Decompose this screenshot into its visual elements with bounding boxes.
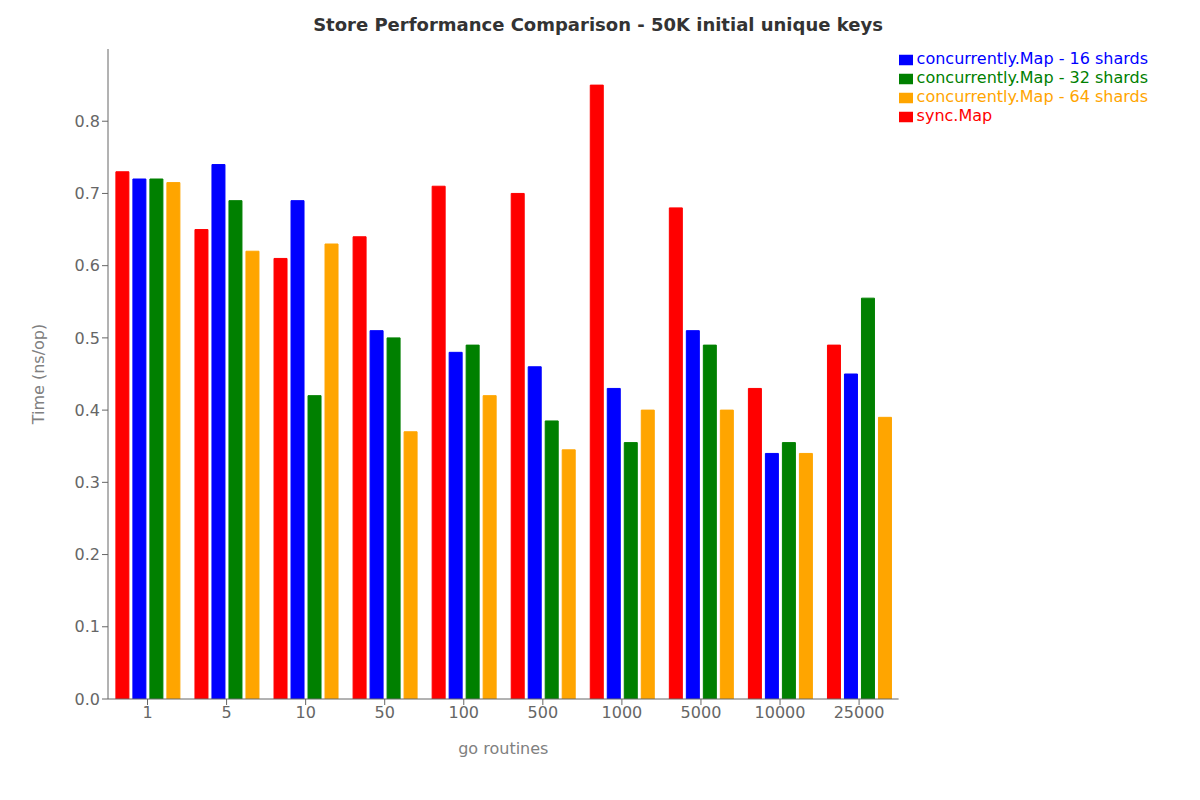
svg-text:0.2: 0.2	[75, 545, 100, 564]
svg-text:100: 100	[449, 703, 480, 722]
svg-text:0.8: 0.8	[75, 112, 100, 131]
svg-text:25000: 25000	[834, 703, 885, 722]
svg-text:1000: 1000	[602, 703, 643, 722]
svg-text:0.3: 0.3	[75, 473, 100, 492]
svg-text:0.7: 0.7	[75, 184, 100, 203]
svg-text:0.6: 0.6	[75, 256, 100, 275]
svg-text:0.1: 0.1	[75, 617, 100, 636]
svg-text:50: 50	[375, 703, 395, 722]
svg-text:Time (ns/op): Time (ns/op)	[29, 324, 48, 426]
svg-text:1: 1	[142, 703, 152, 722]
html-text:concurrently.Map - 32 shards: concurrently.Map - 32 shards	[916, 68, 1148, 87]
svg-text:10: 10	[295, 703, 315, 722]
svg-text:0.5: 0.5	[75, 329, 100, 348]
html-text:concurrently.Map - 16 shards: concurrently.Map - 16 shards	[916, 49, 1148, 68]
html-text:Store Performance Comparison -: Store Performance Comparison - 50K initi…	[313, 14, 883, 35]
svg-text:0.0: 0.0	[75, 690, 100, 709]
html-text:sync.Map: sync.Map	[916, 106, 993, 125]
html-text:concurrently.Map - 64 shards: concurrently.Map - 64 shards	[916, 87, 1148, 106]
svg-text:10000: 10000	[755, 703, 806, 722]
svg-text:5: 5	[221, 703, 231, 722]
svg-text:500: 500	[528, 703, 559, 722]
svg-text:go routines: go routines	[458, 739, 548, 758]
svg-text:5000: 5000	[681, 703, 722, 722]
svg-text:0.4: 0.4	[75, 401, 100, 420]
